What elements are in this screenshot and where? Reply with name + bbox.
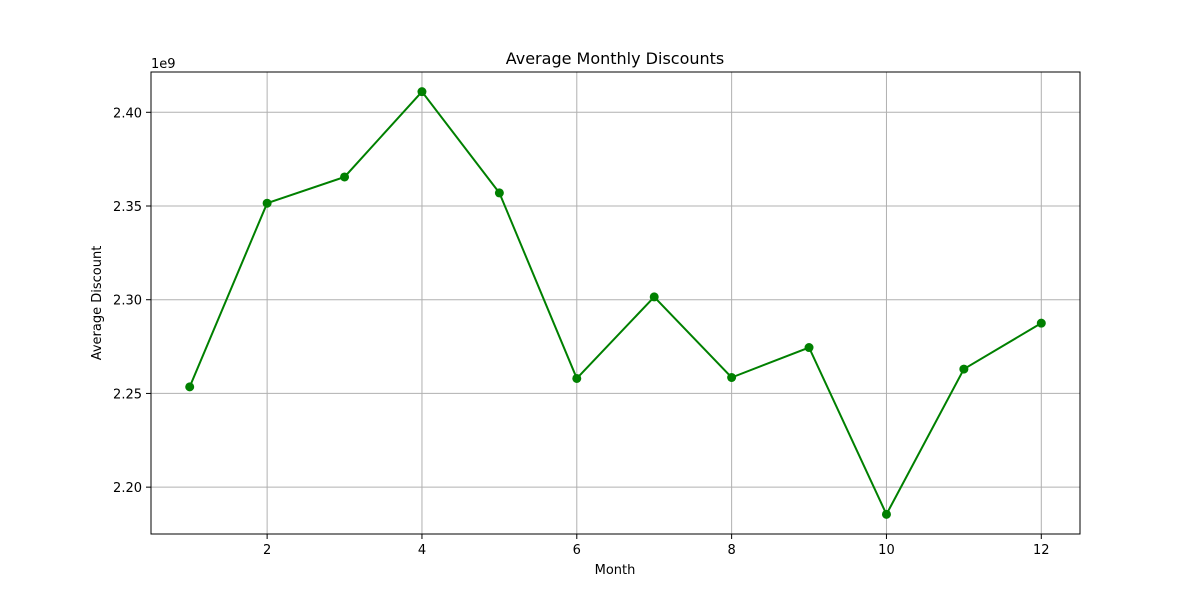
data-point	[727, 373, 737, 383]
data-point	[340, 172, 350, 182]
data-point	[572, 373, 582, 383]
y-axis-ticks: 2.20 2.25 2.30 2.35 2.40	[113, 106, 151, 496]
y-tick-label: 2.25	[113, 387, 142, 402]
data-point	[1036, 318, 1046, 328]
y-tick-label: 2.40	[113, 106, 142, 121]
x-tick-label: 12	[1033, 543, 1050, 558]
y-tick-label: 2.30	[113, 294, 142, 309]
y-axis-label: Average Discount	[90, 246, 105, 361]
x-tick-label: 8	[727, 543, 735, 558]
y-tick-label: 2.20	[113, 481, 142, 496]
y-axis-offset-label: 1e9	[151, 57, 176, 72]
series-line	[188, 90, 1042, 517]
data-point	[804, 343, 814, 353]
data-point	[649, 292, 659, 302]
data-point	[262, 198, 272, 208]
grid	[151, 72, 1080, 534]
x-tick-label: 4	[418, 543, 426, 558]
x-axis-label: Month	[595, 563, 636, 578]
plot-frame	[150, 71, 1081, 535]
x-axis-ticks: 2 4 6 8 10 12	[263, 534, 1050, 558]
data-point	[494, 188, 504, 198]
data-point	[417, 87, 427, 97]
data-point	[959, 364, 969, 374]
x-tick-label: 2	[263, 543, 271, 558]
x-tick-label: 10	[878, 543, 895, 558]
series	[185, 87, 1046, 519]
data-point	[881, 509, 891, 519]
chart-title: Average Monthly Discounts	[506, 49, 725, 68]
x-tick-label: 6	[573, 543, 581, 558]
y-tick-label: 2.35	[113, 200, 142, 215]
data-point	[185, 382, 195, 392]
